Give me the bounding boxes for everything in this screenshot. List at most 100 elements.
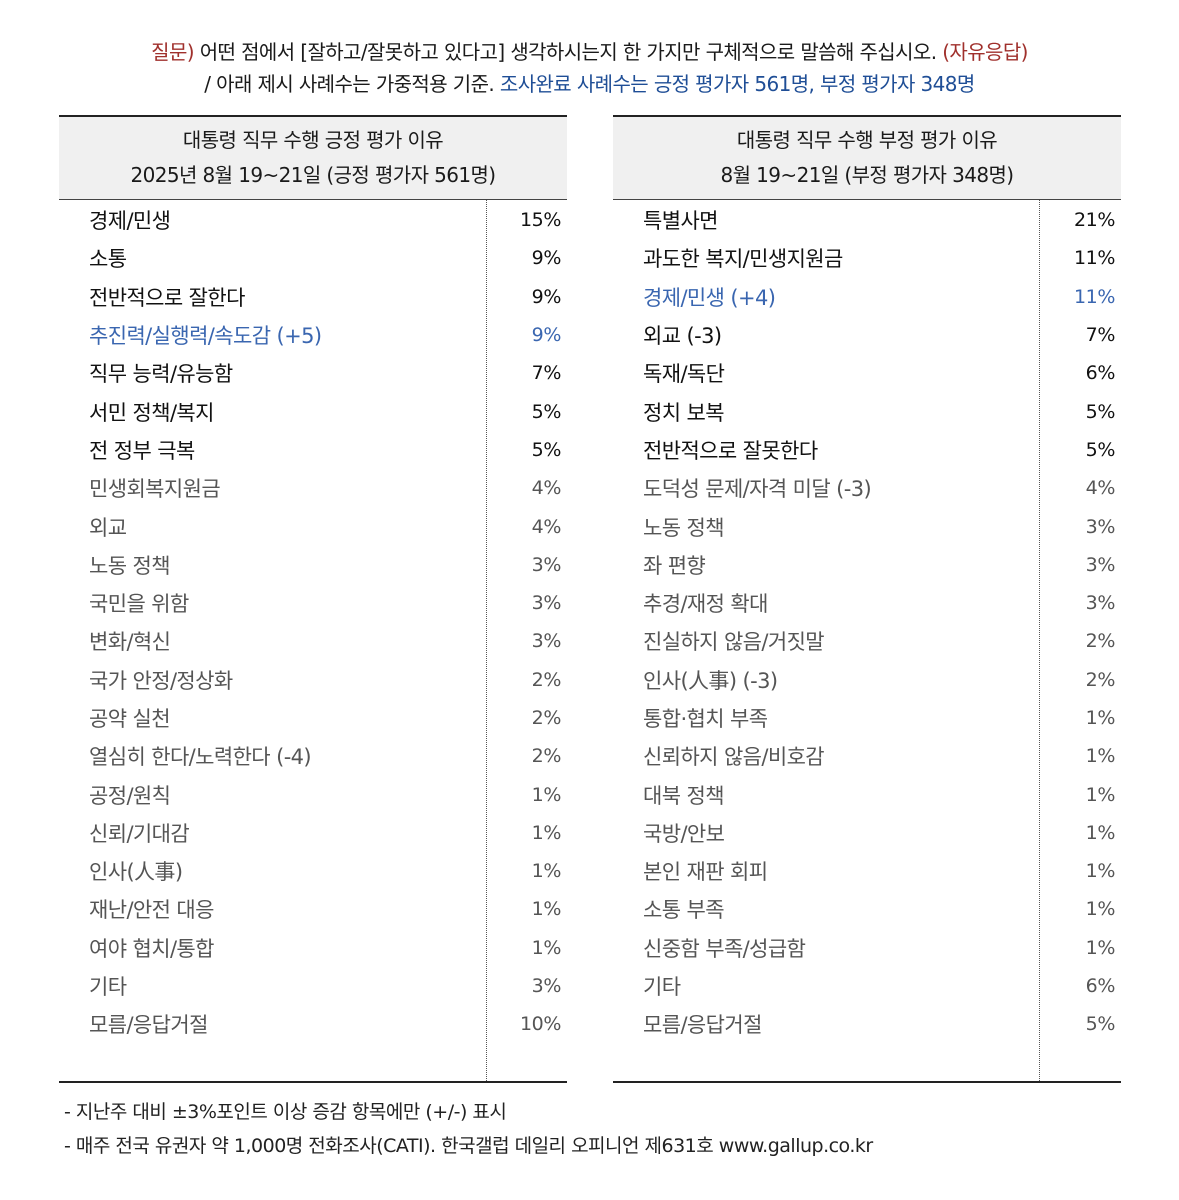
question-prefix: 질문)	[151, 40, 194, 64]
sample-count-note: 조사완료 사례수는 긍정 평가자 561명, 부정 평가자 348명	[499, 72, 975, 96]
negative-reason-label: 인사(人事) (-3)	[643, 668, 778, 693]
negative-reason-percent: 11%	[1073, 285, 1115, 308]
negative-row: 정치 보복 5%	[613, 392, 1121, 430]
negative-reason-label: 노동 정책	[643, 515, 725, 540]
positive-reason-label: 직무 능력/유능함	[89, 362, 233, 387]
positive-reason-label: 신뢰/기대감	[89, 821, 190, 846]
negative-reason-label: 외교 (-3)	[643, 324, 722, 349]
positive-reason-label: 국가 안정/정상화	[89, 668, 233, 693]
positive-reason-percent: 15%	[519, 209, 561, 232]
negative-reason-label: 과도한 복지/민생지원금	[643, 247, 843, 272]
positive-reason-label: 전반적으로 잘한다	[89, 285, 245, 310]
positive-row: 모름/응답거절 10%	[59, 1005, 567, 1043]
positive-reason-label: 인사(人事)	[89, 860, 183, 885]
positive-row: 민생회복지원금 4%	[59, 469, 567, 507]
positive-row: 소통 9%	[59, 239, 567, 277]
question-line-2: / 아래 제시 사례수는 가중적용 기준. 조사완료 사례수는 긍정 평가자 5…	[0, 68, 1179, 100]
positive-row: 변화/혁신 3%	[59, 622, 567, 660]
positive-reason-label: 노동 정책	[89, 553, 171, 578]
negative-table-header: 대통령 직무 수행 부정 평가 이유 8월 19~21일 (부정 평가자 348…	[613, 117, 1121, 200]
negative-table-body: 특별사면 21% 과도한 복지/민생지원금 11% 경제/민생 (+4) 11% 외교 (-…	[613, 200, 1121, 1081]
negative-reason-label: 본인 재판 회피	[643, 860, 768, 885]
negative-row: 외교 (-3) 7%	[613, 316, 1121, 354]
positive-reason-percent: 10%	[519, 1013, 561, 1036]
negative-row: 신뢰하지 않음/비호감 1%	[613, 737, 1121, 775]
positive-row: 인사(人事) 1%	[59, 852, 567, 890]
positive-row: 경제/민생 15%	[59, 201, 567, 239]
negative-reason-percent: 6%	[1085, 362, 1116, 385]
negative-reasons-table: 대통령 직무 수행 부정 평가 이유 8월 19~21일 (부정 평가자 348…	[613, 115, 1121, 1083]
negative-reason-label: 추경/재정 확대	[643, 592, 768, 617]
positive-row: 열심히 한다/노력한다 (-4) 2%	[59, 737, 567, 775]
question-text: 어떤 점에서 [잘하고/잘못하고 있다고] 생각하시는지 한 가지만 구체적으로…	[193, 40, 943, 64]
negative-reason-percent: 21%	[1073, 209, 1115, 232]
negative-row: 노동 정책 3%	[613, 507, 1121, 545]
negative-row: 경제/민생 (+4) 11%	[613, 278, 1121, 316]
negative-row: 통합·협치 부족 1%	[613, 699, 1121, 737]
positive-reason-percent: 3%	[531, 975, 562, 998]
negative-reason-label: 특별사면	[643, 209, 718, 234]
negative-row: 전반적으로 잘못한다 5%	[613, 431, 1121, 469]
positive-reason-label: 전 정부 극복	[89, 438, 195, 463]
positive-row: 직무 능력/유능함 7%	[59, 354, 567, 392]
positive-row: 외교 4%	[59, 507, 567, 545]
negative-reason-label: 기타	[643, 975, 681, 1000]
negative-reason-percent: 5%	[1085, 1013, 1116, 1036]
positive-reason-label: 여야 협치/통합	[89, 936, 214, 961]
positive-reason-label: 변화/혁신	[89, 630, 171, 655]
positive-row: 전반적으로 잘한다 9%	[59, 278, 567, 316]
positive-reason-label: 기타	[89, 975, 127, 1000]
negative-row: 특별사면 21%	[613, 201, 1121, 239]
positive-row: 기타 3%	[59, 967, 567, 1005]
positive-reason-percent: 1%	[531, 821, 562, 844]
positive-reason-percent: 1%	[531, 860, 562, 883]
positive-reason-percent: 4%	[531, 515, 562, 538]
negative-row: 본인 재판 회피 1%	[613, 852, 1121, 890]
negative-row: 소통 부족 1%	[613, 890, 1121, 928]
positive-row: 공약 실천 2%	[59, 699, 567, 737]
positive-reason-percent: 2%	[531, 745, 562, 768]
negative-reason-label: 소통 부족	[643, 898, 725, 923]
negative-reason-label: 좌 편향	[643, 553, 706, 578]
positive-reason-percent: 3%	[531, 553, 562, 576]
survey-question: 질문) 어떤 점에서 [잘하고/잘못하고 있다고] 생각하시는지 한 가지만 구…	[0, 36, 1179, 100]
positive-table-body: 경제/민생 15% 소통 9% 전반적으로 잘한다 9% 추진력/실행력/속도감 (+5) 9…	[59, 200, 567, 1081]
negative-reason-label: 신중함 부족/성급함	[643, 936, 806, 961]
negative-reason-percent: 1%	[1085, 821, 1116, 844]
negative-reason-percent: 11%	[1073, 247, 1115, 270]
negative-reason-label: 정치 보복	[643, 400, 725, 425]
positive-reason-label: 소통	[89, 247, 127, 272]
negative-row: 모름/응답거절 5%	[613, 1005, 1121, 1043]
negative-reason-label: 모름/응답거절	[643, 1013, 762, 1038]
negative-row: 기타 6%	[613, 967, 1121, 1005]
negative-reason-label: 진실하지 않음/거짓말	[643, 630, 825, 655]
negative-reason-percent: 1%	[1085, 936, 1116, 959]
positive-reason-percent: 1%	[531, 936, 562, 959]
negative-row: 인사(人事) (-3) 2%	[613, 661, 1121, 699]
positive-row: 국민을 위함 3%	[59, 584, 567, 622]
negative-reason-label: 경제/민생 (+4)	[643, 285, 776, 310]
positive-reason-percent: 3%	[531, 630, 562, 653]
positive-reason-percent: 1%	[531, 783, 562, 806]
positive-reason-label: 서민 정책/복지	[89, 400, 214, 425]
negative-reason-label: 도덕성 문제/자격 미달 (-3)	[643, 477, 872, 502]
positive-reason-percent: 1%	[531, 898, 562, 921]
negative-table-subtitle: 8월 19~21일 (부정 평가자 348명)	[720, 163, 1015, 187]
positive-row: 추진력/실행력/속도감 (+5) 9%	[59, 316, 567, 354]
negative-reason-percent: 3%	[1085, 592, 1116, 615]
positive-reason-label: 재난/안전 대응	[89, 898, 214, 923]
negative-row: 국방/안보 1%	[613, 814, 1121, 852]
negative-reason-percent: 2%	[1085, 630, 1116, 653]
positive-reason-label: 민생회복지원금	[89, 477, 221, 502]
negative-reason-percent: 1%	[1085, 898, 1116, 921]
positive-reason-percent: 9%	[531, 285, 562, 308]
negative-row: 신중함 부족/성급함 1%	[613, 929, 1121, 967]
negative-reason-percent: 3%	[1085, 515, 1116, 538]
negative-row: 추경/재정 확대 3%	[613, 584, 1121, 622]
negative-reason-label: 국방/안보	[643, 821, 725, 846]
negative-reason-percent: 1%	[1085, 860, 1116, 883]
positive-reason-percent: 2%	[531, 668, 562, 691]
negative-reason-percent: 1%	[1085, 707, 1116, 729]
footnote-change-marker: - 지난주 대비 ±3%포인트 이상 증감 항목에만 (+/-) 표시	[64, 1101, 507, 1123]
negative-reason-label: 신뢰하지 않음/비호감	[643, 745, 825, 770]
